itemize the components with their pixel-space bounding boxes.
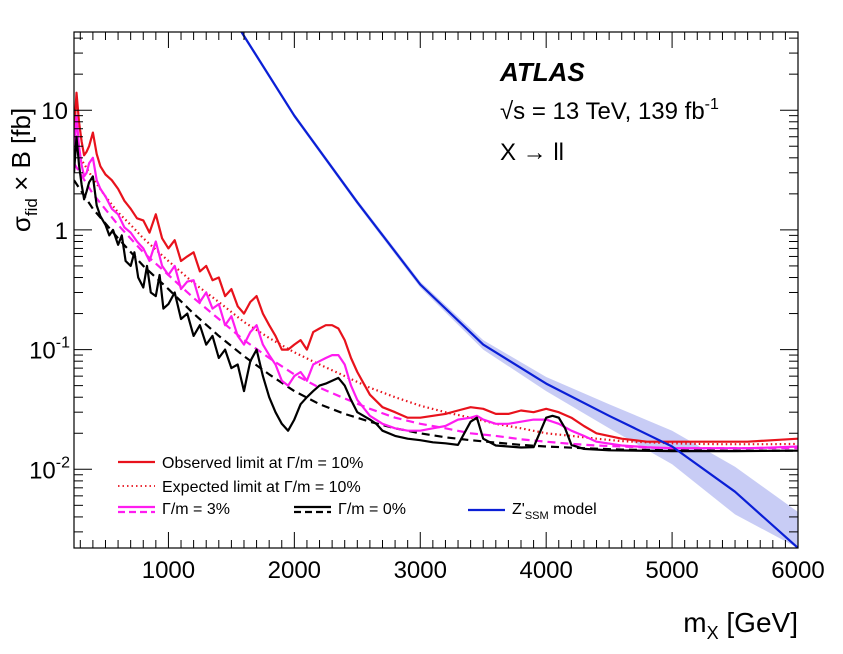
x-tick-label: 5000	[645, 557, 698, 584]
x-tick-label: 1000	[142, 557, 195, 584]
series-line-m-3	[74, 114, 798, 450]
y-axis-label: σfid × B [fb]	[6, 108, 41, 232]
series-band-z-ssm-model-band	[241, 32, 798, 548]
series-line-m-0-expected	[74, 179, 798, 452]
series-line-m-3-expected	[74, 162, 798, 450]
experiment-label: ATLAS	[499, 57, 585, 87]
y-tick-label: 1	[55, 218, 68, 245]
process-label: X → ll	[500, 139, 564, 166]
legend-label-expected: Expected limit at Γ/m = 10%	[162, 479, 361, 496]
x-axis-label: mX [GeV]	[683, 607, 798, 643]
series-line-observed-limit-at-m-10	[74, 91, 798, 443]
legend-label-model: Z'SSM model	[512, 501, 597, 522]
legend-label-width0: Γ/m = 0%	[338, 501, 406, 518]
y-tick-label: 10	[41, 98, 68, 125]
series-line-m-0	[74, 135, 798, 453]
y-tick-label: 10-2	[29, 454, 70, 484]
energy-lumi-label: √s = 13 TeV, 139 fb-1	[500, 96, 719, 125]
x-tick-label: 6000	[771, 557, 824, 584]
x-tick-label: 2000	[268, 557, 321, 584]
legend-label-observed: Observed limit at Γ/m = 10%	[162, 455, 363, 472]
legend: Observed limit at Γ/m = 10% Expected lim…	[118, 455, 597, 522]
legend-label-width3: Γ/m = 3%	[162, 501, 230, 518]
series-line-expected-limit-at-m-10	[74, 140, 798, 446]
x-tick-label: 3000	[394, 557, 447, 584]
series-line-z-ssm-model	[240, 32, 798, 548]
y-tick-label: 10-1	[29, 335, 70, 365]
plot-frame	[73, 31, 799, 549]
x-tick-label: 4000	[519, 557, 572, 584]
